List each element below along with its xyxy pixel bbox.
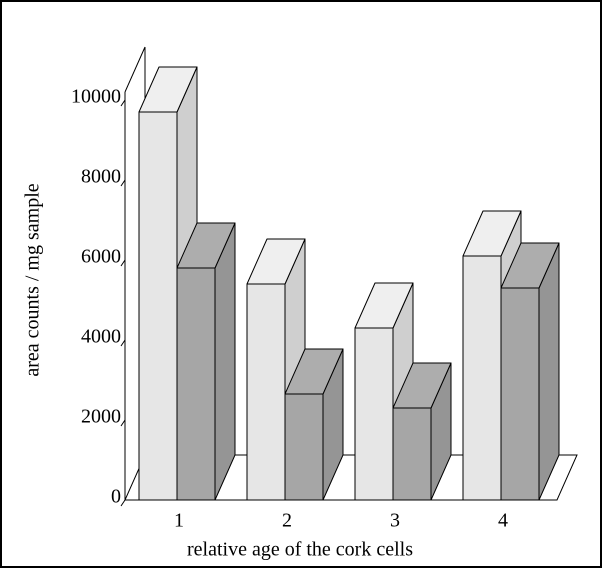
y-tick-label: 10000 [71,86,121,108]
x-tick-label: 1 [174,510,184,532]
y-tick-label: 0 [111,486,121,508]
x-axis-label: relative age of the cork cells [187,539,413,561]
y-tick-label: 4000 [81,326,121,348]
bar [246,283,286,501]
bar [462,255,502,501]
y-tick [120,179,126,187]
y-tick [120,499,126,507]
y-tick-label: 8000 [81,166,121,188]
bar [392,407,432,501]
bar [500,287,540,501]
y-axis-label: area counts / mg sample [22,183,44,376]
x-tick-label: 2 [282,510,292,532]
y-tick-label: 2000 [81,406,121,428]
bar [354,327,394,501]
y-tick [120,99,126,107]
axis-top-edge [124,46,146,93]
x-tick-label: 3 [390,510,400,532]
bar [138,111,178,501]
x-tick-label: 4 [498,510,508,532]
bar [284,393,324,501]
y-tick [120,419,126,427]
y-tick-label: 6000 [81,246,121,268]
bar-side [214,222,236,501]
bar [176,267,216,501]
y-tick [120,259,126,267]
y-tick [120,339,126,347]
